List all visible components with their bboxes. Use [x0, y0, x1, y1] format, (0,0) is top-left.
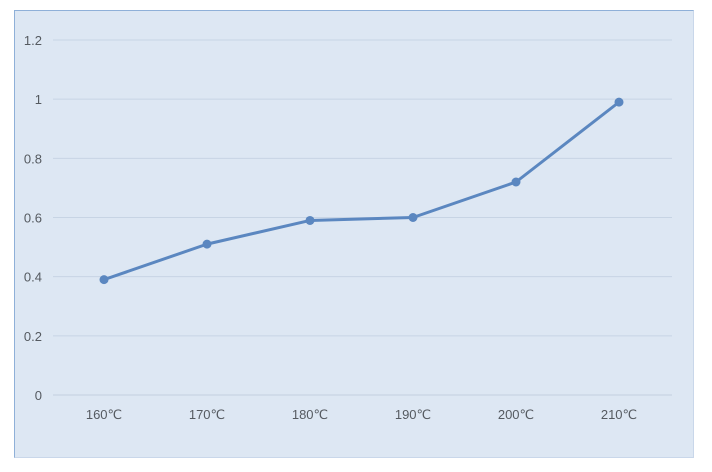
x-tick-label: 160℃: [86, 407, 122, 422]
y-tick-label: 0: [35, 388, 42, 403]
y-tick-label: 1.2: [24, 33, 42, 48]
data-point[interactable]: [99, 275, 109, 285]
data-point[interactable]: [202, 239, 212, 249]
x-axis: 160℃ 170℃ 180℃ 190℃ 200℃ 210℃: [86, 407, 637, 422]
y-tick-label: 0.4: [24, 270, 42, 285]
series-layer: [99, 97, 624, 285]
y-tick-label: 1: [35, 92, 42, 107]
x-tick-label: 190℃: [395, 407, 431, 422]
series-line: [102, 100, 621, 282]
data-point[interactable]: [408, 213, 418, 222]
y-tick-label: 0.6: [24, 211, 42, 226]
data-point[interactable]: [614, 97, 624, 107]
x-tick-label: 200℃: [498, 407, 534, 422]
y-tick-label: 0.2: [24, 329, 42, 344]
data-point[interactable]: [305, 215, 315, 225]
grid-layer: [53, 39, 672, 396]
x-tick-label: 180℃: [292, 407, 328, 422]
x-tick-label: 170℃: [189, 407, 225, 422]
x-tick-label: 210℃: [601, 407, 637, 422]
y-axis: 0 0.2 0.4 0.6 0.8 1 1.2: [24, 33, 42, 403]
data-point[interactable]: [511, 177, 521, 187]
chart-frame: [14, 10, 694, 458]
y-tick-label: 0.8: [24, 151, 42, 166]
